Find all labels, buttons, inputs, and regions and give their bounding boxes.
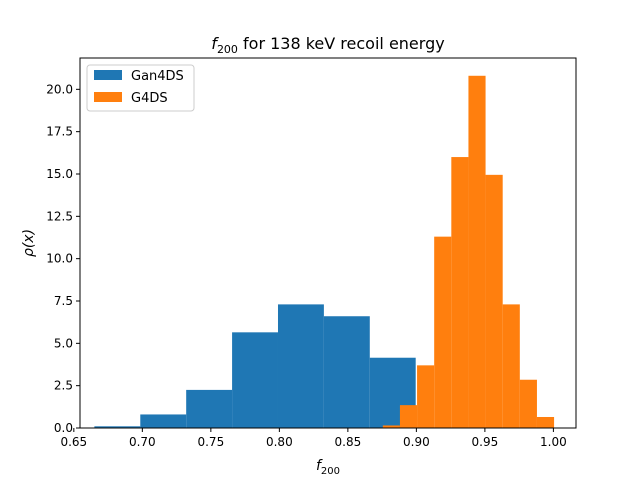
x-axis-label: f200 bbox=[316, 458, 340, 477]
y-tick-label: 15.0 bbox=[46, 167, 73, 181]
xlabel-subscript: 200 bbox=[321, 466, 340, 477]
y-tick-label: 2.5 bbox=[54, 379, 73, 393]
y-tick-label: 0.0 bbox=[54, 421, 73, 435]
legend-swatch-gan4ds bbox=[94, 70, 122, 80]
bar-g4ds-8 bbox=[519, 379, 537, 428]
bar-g4ds-2 bbox=[417, 365, 435, 428]
plot-frame bbox=[79, 57, 577, 429]
bar-g4ds-3 bbox=[434, 236, 452, 428]
bar-g4ds-0 bbox=[382, 425, 400, 428]
x-tick-label: 0.65 bbox=[60, 435, 87, 449]
legend-swatch-g4ds bbox=[94, 92, 122, 102]
x-tick-label: 1.00 bbox=[540, 435, 567, 449]
y-tick-label: 5.0 bbox=[54, 336, 73, 350]
bar-g4ds-6 bbox=[485, 174, 503, 428]
legend-label-g4ds: G4DS bbox=[131, 91, 168, 106]
bar-g4ds-9 bbox=[536, 416, 555, 428]
y-tick-label: 12.5 bbox=[46, 209, 73, 223]
y-axis-label: ρ(x) bbox=[21, 229, 37, 257]
y-tick-label: 17.5 bbox=[46, 125, 73, 139]
legend: Gan4DS G4DS bbox=[86, 64, 195, 112]
x-tick-label: 0.70 bbox=[129, 435, 156, 449]
chart-title: f200 for 138 keV recoil energy bbox=[211, 34, 444, 56]
xlabel-symbol: f bbox=[316, 458, 323, 474]
x-tick-label: 0.75 bbox=[197, 435, 224, 449]
y-axis: 0.0 2.5 5.0 7.5 10.0 12.5 15.0 17.5 20.0 bbox=[46, 82, 80, 435]
bar-g4ds-1 bbox=[399, 405, 418, 428]
y-tick-label: 10.0 bbox=[46, 252, 73, 266]
y-tick-label: 20.0 bbox=[46, 82, 73, 96]
x-tick-label: 0.85 bbox=[335, 435, 362, 449]
bar-gan4ds-5 bbox=[323, 316, 370, 428]
bar-gan4ds-0 bbox=[94, 426, 141, 428]
x-tick-label: 0.90 bbox=[403, 435, 430, 449]
x-tick-label: 0.95 bbox=[472, 435, 499, 449]
bar-g4ds-7 bbox=[502, 304, 520, 428]
bar-gan4ds-2 bbox=[186, 389, 233, 428]
bar-g4ds-4 bbox=[451, 157, 469, 429]
x-axis: 0.65 0.70 0.75 0.80 0.85 0.90 0.95 1.00 bbox=[60, 428, 567, 449]
title-symbol: f bbox=[211, 34, 219, 53]
title-subscript: 200 bbox=[217, 43, 238, 56]
x-tick-label: 0.80 bbox=[266, 435, 293, 449]
legend-label-gan4ds: Gan4DS bbox=[131, 69, 184, 84]
bars-layer bbox=[94, 75, 555, 429]
y-tick-label: 7.5 bbox=[54, 294, 73, 308]
bar-g4ds-5 bbox=[468, 75, 486, 428]
bar-gan4ds-3 bbox=[232, 332, 278, 428]
bar-gan4ds-4 bbox=[277, 304, 324, 428]
title-text: for 138 keV recoil energy bbox=[238, 34, 445, 53]
bar-gan4ds-1 bbox=[140, 414, 187, 428]
